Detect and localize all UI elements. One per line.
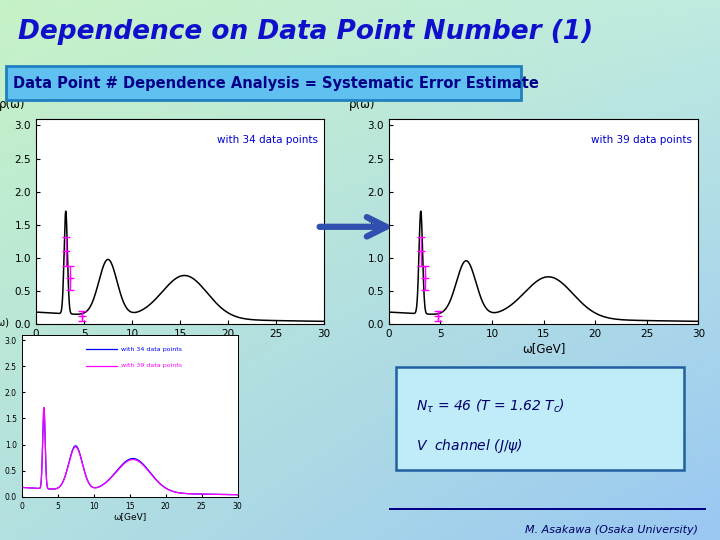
X-axis label: ω[GeV]: ω[GeV] [158, 342, 202, 355]
Text: with 34 data points: with 34 data points [121, 347, 182, 352]
Text: with 39 data points: with 39 data points [591, 135, 692, 145]
Text: V  channel ($J/\psi$): V channel ($J/\psi$) [416, 437, 523, 455]
Text: with 34 data points: with 34 data points [217, 135, 318, 145]
Text: ρ(ω): ρ(ω) [0, 98, 25, 111]
Text: Dependence on Data Point Number (1): Dependence on Data Point Number (1) [18, 19, 593, 45]
Text: with 39 data points: with 39 data points [121, 363, 182, 368]
Text: ρ(ω): ρ(ω) [0, 318, 9, 328]
Text: $N_\tau$ = 46 ($T$ = 1.62 $T_c$): $N_\tau$ = 46 ($T$ = 1.62 $T_c$) [416, 398, 565, 415]
Text: Data Point # Dependence Analysis = Systematic Error Estimate: Data Point # Dependence Analysis = Syste… [14, 76, 539, 91]
Text: M. Asakawa (Osaka University): M. Asakawa (Osaka University) [526, 524, 698, 535]
X-axis label: ω[GeV]: ω[GeV] [113, 512, 146, 521]
X-axis label: ω[GeV]: ω[GeV] [522, 342, 565, 355]
Text: ρ(ω): ρ(ω) [348, 98, 375, 111]
